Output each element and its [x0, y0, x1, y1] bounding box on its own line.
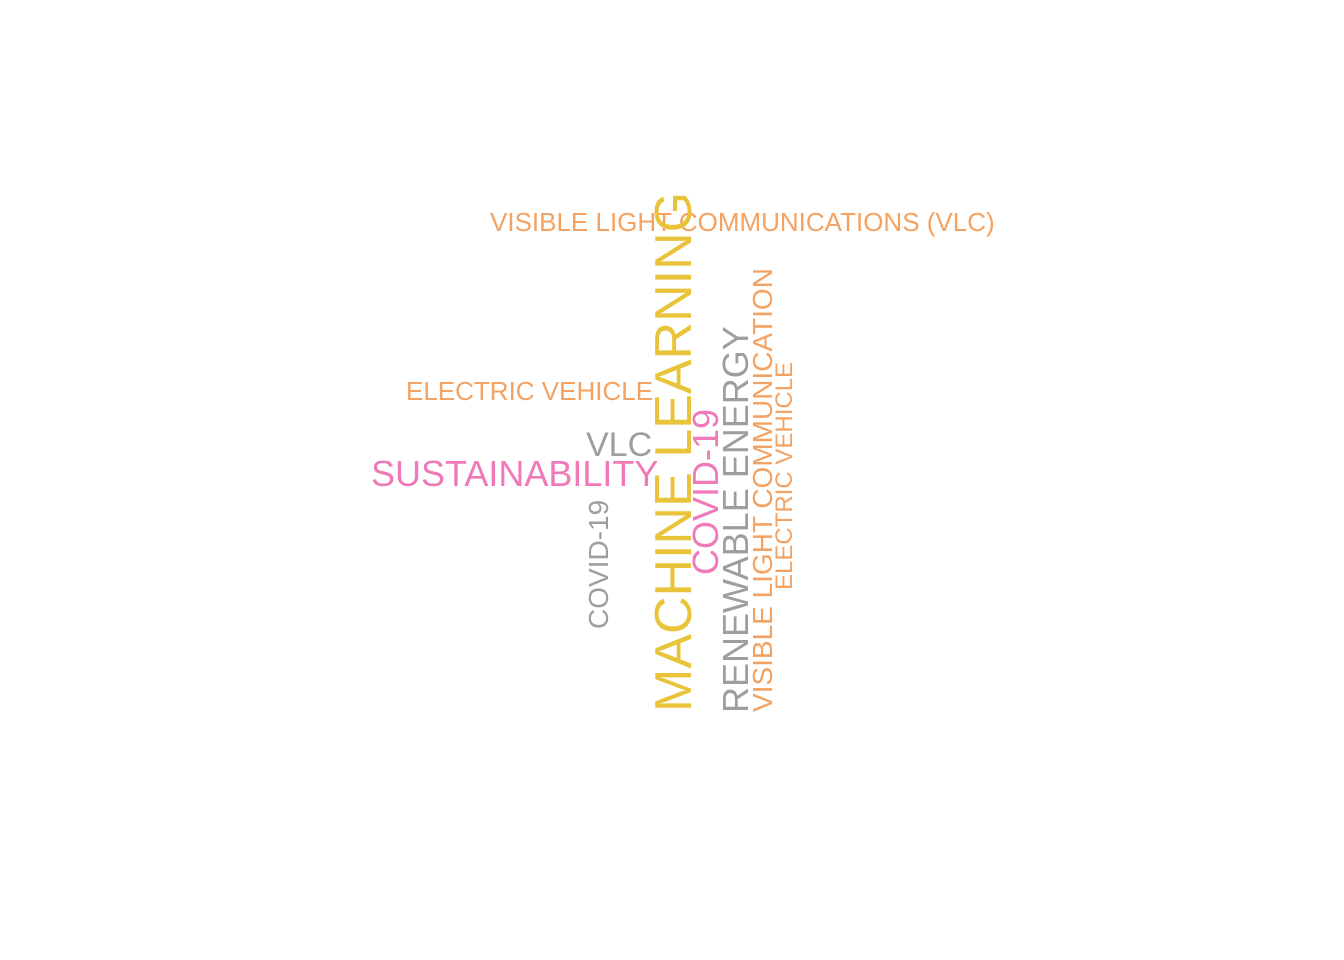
word-sustainability: SUSTAINABILITY [371, 453, 659, 494]
word-covid-19-gray: COVID-19 [583, 499, 614, 629]
word-visible-light-communications-vlc: VISIBLE LIGHT COMMUNICATIONS (VLC) [490, 207, 995, 237]
word-vlc: VLC [586, 426, 653, 464]
word-electric-vehicle-vertical: ELECTRIC VEHICLE [771, 361, 798, 590]
word-electric-vehicle: ELECTRIC VEHICLE [406, 376, 654, 406]
